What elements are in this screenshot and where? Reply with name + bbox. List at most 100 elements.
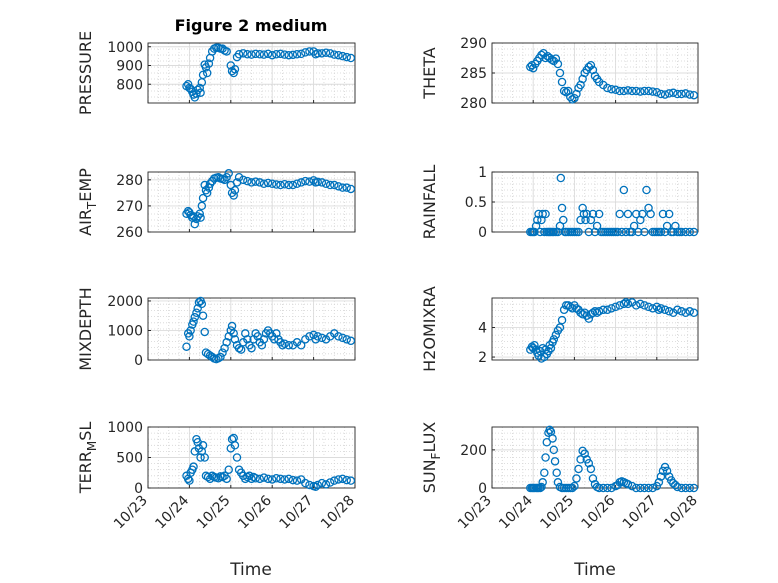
data-point	[207, 352, 217, 362]
data-point	[557, 315, 567, 325]
y-tick-label: 2	[478, 350, 487, 366]
data-point	[631, 209, 641, 219]
data-point	[582, 209, 592, 219]
data-point	[623, 299, 633, 309]
data-point	[301, 478, 310, 488]
data-point	[611, 302, 620, 312]
y-tick-label: 280	[460, 96, 487, 112]
data-point	[296, 49, 306, 59]
data-point	[640, 301, 649, 310]
y-tick-label: 1000	[107, 40, 143, 56]
data-point	[338, 474, 347, 484]
data-point	[196, 453, 205, 462]
data-point	[557, 77, 567, 87]
data-point	[196, 213, 205, 222]
x-tick-label: 10/27	[277, 493, 317, 533]
axes-box	[491, 171, 699, 233]
y-tick-label: 290	[460, 36, 487, 52]
data-point	[631, 301, 641, 310]
data-point	[664, 89, 674, 98]
axes-box	[491, 42, 699, 104]
data-point	[640, 227, 649, 237]
y-tick-label: 1000	[107, 323, 143, 339]
data-point	[255, 178, 265, 187]
data-point	[309, 330, 318, 340]
data-point	[648, 304, 657, 313]
data-point	[321, 179, 331, 188]
data-point	[619, 299, 629, 309]
data-point	[611, 85, 620, 95]
data-point	[636, 87, 645, 96]
data-point	[288, 50, 298, 60]
data-point	[257, 340, 267, 350]
data-point	[607, 304, 616, 313]
data-point	[623, 209, 633, 219]
axes-box	[147, 426, 356, 489]
data-point	[301, 176, 310, 186]
data-point	[251, 177, 260, 186]
data-point	[284, 474, 294, 484]
y-tick-label: 260	[116, 225, 143, 241]
data-point	[648, 87, 657, 96]
data-point	[284, 340, 294, 350]
data-point	[186, 326, 195, 335]
data-point	[654, 305, 664, 315]
data-point	[549, 335, 559, 344]
subplot-theta: 280 285 290 THETA	[420, 36, 699, 112]
data-point	[673, 305, 682, 315]
data-point	[346, 184, 356, 194]
x-tick-label: 10/24	[496, 492, 536, 532]
data-point	[540, 468, 549, 477]
data-point	[621, 227, 631, 237]
data-point	[689, 483, 699, 493]
y-axis-label: AIRTEMP	[76, 168, 99, 236]
data-point	[578, 203, 587, 213]
data-point	[243, 176, 252, 186]
data-point	[646, 209, 655, 219]
data-point	[272, 180, 281, 189]
data-point	[203, 472, 213, 482]
data-point	[272, 329, 281, 338]
y-tick-label: 280	[116, 173, 143, 189]
data-point	[619, 185, 629, 195]
data-point	[588, 209, 598, 219]
data-point	[576, 455, 585, 464]
data-point	[689, 308, 699, 318]
data-point	[255, 50, 265, 59]
y-axis-label: TERRMSL	[76, 422, 99, 495]
data-point	[309, 176, 318, 185]
data-point	[292, 179, 302, 188]
y-axis-label: H2OMIXRA	[420, 286, 439, 372]
x-tick-label: 10/23	[455, 493, 495, 533]
data-point	[338, 183, 347, 192]
data-point	[189, 317, 198, 326]
data-point	[232, 453, 242, 462]
axes-box	[147, 42, 356, 104]
y-tick-label: 0.5	[465, 195, 487, 211]
data-point	[346, 476, 356, 485]
data-point	[658, 209, 668, 219]
data-point	[631, 86, 641, 96]
data-point	[280, 50, 289, 59]
data-point	[301, 48, 310, 57]
data-point	[230, 335, 240, 344]
data-point	[284, 50, 294, 60]
data-point	[216, 352, 225, 362]
data-point	[330, 50, 339, 59]
data-point	[272, 473, 281, 483]
data-point	[689, 90, 699, 100]
data-point	[243, 50, 252, 59]
data-point	[230, 186, 240, 195]
data-point	[334, 50, 343, 60]
data-point	[677, 89, 686, 99]
data-point	[230, 441, 240, 450]
data-point	[656, 227, 666, 237]
data-point	[202, 68, 212, 78]
axes-box	[147, 171, 356, 233]
data-point	[640, 483, 649, 493]
data-point	[559, 215, 568, 225]
data-point	[198, 70, 208, 80]
x-tick-label: 10/24	[152, 492, 192, 532]
y-tick-label: 285	[460, 66, 487, 82]
data-point	[642, 185, 651, 195]
